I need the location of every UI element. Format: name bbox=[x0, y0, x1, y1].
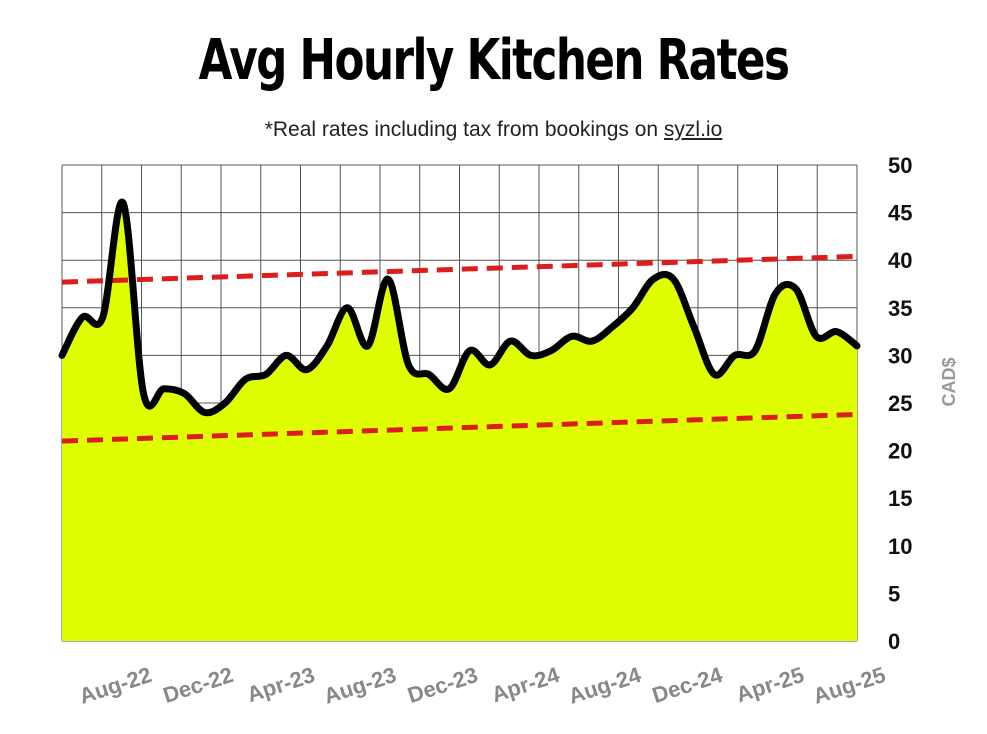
chart-title: Avg Hourly Kitchen Rates bbox=[198, 28, 790, 93]
trend-line bbox=[61, 253, 858, 285]
y-tick-label: 40 bbox=[888, 248, 912, 273]
y-tick-label: 5 bbox=[888, 581, 900, 606]
y-axis-ticks: 0 5 10 15 20 25 30 35 40 45 50 bbox=[888, 153, 912, 654]
y-tick-label: 20 bbox=[888, 439, 912, 464]
y-tick-label: 10 bbox=[888, 534, 912, 559]
y-tick-label: 30 bbox=[888, 343, 912, 368]
subtitle-text: *Real rates including tax from bookings … bbox=[264, 118, 664, 141]
x-tick-label: Aug-23 bbox=[321, 662, 400, 709]
trend-line bbox=[61, 411, 858, 444]
subtitle-link[interactable]: syzl.io bbox=[663, 118, 723, 141]
x-tick-label: Apr-24 bbox=[488, 662, 563, 708]
y-tick-label: 45 bbox=[888, 201, 912, 226]
y-tick-label: 0 bbox=[888, 629, 900, 654]
x-tick-label: Dec-23 bbox=[405, 662, 481, 708]
y-tick-label: 15 bbox=[888, 486, 912, 511]
x-tick-label: Dec-22 bbox=[160, 662, 236, 708]
x-tick-label: Apr-23 bbox=[244, 662, 318, 707]
x-axis-ticks: Aug-22 Dec-22 Apr-23 Aug-23 Dec-23 Apr-24 Aug-… bbox=[76, 662, 888, 709]
area-fill bbox=[62, 202, 857, 641]
trend-lines bbox=[61, 253, 858, 444]
x-tick-label: Dec-24 bbox=[649, 662, 726, 708]
y-tick-label: 35 bbox=[888, 296, 912, 321]
y-tick-label: 25 bbox=[888, 391, 912, 416]
y-axis-label: CAD$ bbox=[939, 357, 959, 406]
x-tick-label: Aug-24 bbox=[565, 662, 644, 709]
x-tick-label: Apr-25 bbox=[733, 662, 807, 707]
chart-subtitle: *Real rates including tax from bookings … bbox=[0, 118, 987, 142]
series-line bbox=[58, 198, 861, 417]
y-tick-label: 50 bbox=[888, 153, 912, 178]
x-tick-label: Aug-22 bbox=[76, 662, 155, 709]
x-tick-label: Aug-25 bbox=[810, 662, 889, 709]
